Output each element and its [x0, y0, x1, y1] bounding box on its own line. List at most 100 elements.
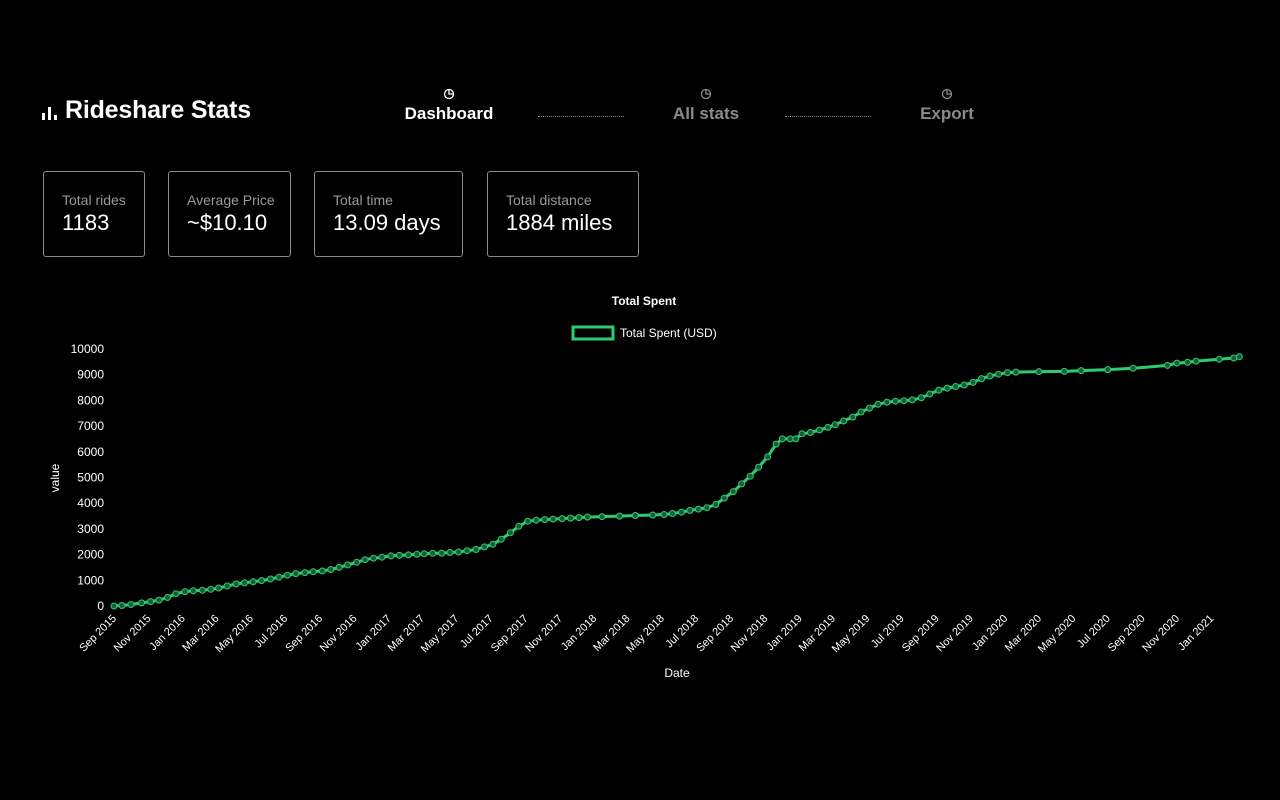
data-point[interactable]	[755, 463, 763, 471]
data-point[interactable]	[815, 426, 823, 434]
data-point[interactable]	[370, 554, 377, 562]
data-point[interactable]	[172, 590, 180, 598]
data-point[interactable]	[660, 511, 668, 518]
data-point[interactable]	[241, 579, 249, 587]
data-point[interactable]	[1173, 359, 1181, 367]
data-point[interactable]	[258, 577, 265, 585]
data-point[interactable]	[926, 390, 934, 398]
data-point[interactable]	[327, 566, 335, 573]
data-point[interactable]	[900, 397, 908, 405]
data-point[interactable]	[318, 567, 326, 575]
data-point[interactable]	[463, 547, 471, 555]
data-point[interactable]	[874, 400, 882, 408]
data-point[interactable]	[181, 588, 189, 596]
data-point[interactable]	[729, 488, 737, 496]
data-point[interactable]	[223, 582, 231, 590]
data-point[interactable]	[960, 381, 968, 389]
data-point[interactable]	[283, 571, 291, 579]
tab-export[interactable]: Export	[877, 88, 1017, 124]
data-point[interactable]	[1129, 364, 1137, 372]
data-point[interactable]	[515, 522, 523, 530]
data-point[interactable]	[1077, 367, 1085, 375]
data-point[interactable]	[720, 494, 728, 502]
data-point[interactable]	[387, 552, 395, 560]
data-point[interactable]	[824, 423, 832, 431]
data-point[interactable]	[978, 375, 986, 383]
data-point[interactable]	[584, 513, 591, 521]
data-point[interactable]	[883, 398, 891, 406]
data-point[interactable]	[703, 504, 711, 512]
data-point[interactable]	[986, 372, 994, 380]
data-point[interactable]	[575, 514, 583, 522]
data-point[interactable]	[344, 561, 352, 569]
data-point[interactable]	[353, 558, 361, 566]
data-point[interactable]	[1215, 355, 1223, 363]
data-point[interactable]	[413, 550, 421, 558]
data-point[interactable]	[249, 578, 257, 586]
data-point[interactable]	[764, 453, 772, 461]
data-point[interactable]	[110, 602, 118, 610]
data-point[interactable]	[616, 512, 624, 520]
tab-dashboard[interactable]: Dashboard	[379, 88, 519, 124]
tab-all-stats[interactable]: All stats	[636, 88, 776, 124]
data-point[interactable]	[395, 551, 403, 559]
data-point[interactable]	[891, 397, 899, 405]
data-point[interactable]	[138, 599, 146, 607]
data-point[interactable]	[1035, 368, 1043, 376]
data-point[interactable]	[164, 594, 171, 601]
data-point[interactable]	[489, 540, 497, 548]
data-point[interactable]	[118, 602, 126, 609]
data-point[interactable]	[232, 580, 240, 588]
data-point[interactable]	[686, 506, 694, 514]
data-point[interactable]	[127, 601, 135, 608]
data-point[interactable]	[361, 556, 369, 564]
data-point[interactable]	[335, 563, 343, 571]
data-point[interactable]	[558, 515, 566, 523]
data-point[interactable]	[1192, 357, 1200, 365]
data-point[interactable]	[215, 584, 223, 592]
data-point[interactable]	[1235, 353, 1243, 361]
data-point[interactable]	[147, 598, 155, 606]
data-point[interactable]	[1163, 361, 1171, 369]
data-point[interactable]	[935, 386, 943, 394]
data-point[interactable]	[952, 383, 960, 390]
data-point[interactable]	[267, 575, 274, 583]
data-point[interactable]	[849, 413, 857, 421]
data-point[interactable]	[798, 430, 806, 438]
data-point[interactable]	[1060, 367, 1068, 375]
data-point[interactable]	[694, 505, 702, 513]
data-point[interactable]	[275, 573, 283, 581]
data-point[interactable]	[908, 396, 916, 404]
data-point[interactable]	[549, 515, 557, 523]
data-point[interactable]	[857, 408, 865, 416]
data-point[interactable]	[806, 429, 814, 436]
data-point[interactable]	[438, 549, 446, 557]
data-point[interactable]	[631, 512, 639, 519]
data-point[interactable]	[524, 517, 532, 525]
data-point[interactable]	[301, 569, 309, 577]
data-point[interactable]	[840, 417, 848, 425]
data-point[interactable]	[772, 440, 780, 448]
data-point[interactable]	[995, 370, 1002, 378]
data-point[interactable]	[198, 586, 206, 594]
chart-legend[interactable]: Total Spent (USD)	[571, 325, 717, 341]
data-point[interactable]	[532, 516, 540, 524]
data-point[interactable]	[481, 543, 488, 551]
data-point[interactable]	[472, 546, 480, 553]
data-point[interactable]	[669, 510, 676, 517]
data-point[interactable]	[567, 514, 575, 522]
data-point[interactable]	[420, 550, 428, 558]
data-point[interactable]	[1184, 358, 1192, 366]
data-point[interactable]	[969, 378, 977, 386]
data-point[interactable]	[309, 568, 317, 576]
data-point[interactable]	[404, 551, 412, 559]
data-point[interactable]	[207, 585, 215, 593]
data-point[interactable]	[378, 553, 386, 561]
data-point[interactable]	[831, 421, 839, 429]
data-point[interactable]	[738, 480, 746, 488]
data-point[interactable]	[155, 596, 163, 604]
data-point[interactable]	[455, 548, 463, 556]
data-point[interactable]	[1004, 369, 1011, 377]
data-point[interactable]	[917, 394, 925, 402]
data-point[interactable]	[1104, 366, 1112, 374]
